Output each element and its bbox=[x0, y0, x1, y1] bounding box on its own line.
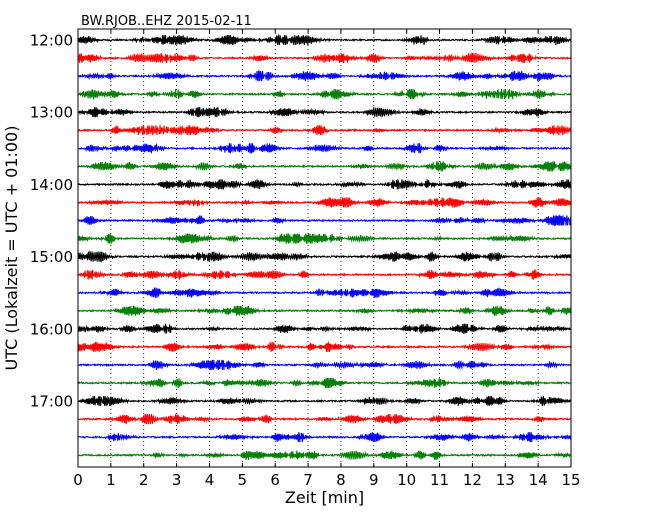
x-tick-label: 12 bbox=[463, 471, 482, 489]
x-tick-labels: 0 1 2 3 4 5 6 7 8 9 10 11 12 13 14 15 bbox=[73, 471, 580, 489]
trace-row-1330 bbox=[77, 143, 572, 154]
x-tick-label: 3 bbox=[172, 471, 182, 489]
x-tick-label: 13 bbox=[496, 471, 515, 489]
y-tick-label: 12:00 bbox=[30, 32, 73, 50]
x-tick-label: 2 bbox=[139, 471, 149, 489]
x-tick-label: 1 bbox=[106, 471, 116, 489]
y-axis-label: UTC (Lokalzeit = UTC + 01:00) bbox=[2, 126, 21, 371]
y-tick-label: 14:00 bbox=[30, 176, 73, 194]
trace-row-1400 bbox=[77, 179, 572, 190]
y-tick-label: 17:00 bbox=[30, 393, 73, 411]
x-tick-label: 10 bbox=[397, 471, 416, 489]
trace-row-1615 bbox=[77, 340, 572, 353]
trace-row-1500 bbox=[77, 249, 572, 263]
trace-row-1730 bbox=[77, 431, 572, 443]
trace-row-1515 bbox=[77, 269, 572, 280]
trace-row-1415 bbox=[77, 197, 572, 208]
x-axis-label: Zeit [min] bbox=[285, 488, 364, 507]
y-tick-labels: 12:00 13:00 14:00 15:00 16:00 17:00 bbox=[30, 32, 73, 411]
axes-frame bbox=[77, 28, 572, 468]
trace-row-1430 bbox=[77, 214, 572, 227]
x-tick-label: 4 bbox=[205, 471, 215, 489]
x-tick-label: 8 bbox=[336, 471, 346, 489]
x-tick-label: 6 bbox=[270, 471, 280, 489]
x-tick-label: 14 bbox=[529, 471, 548, 489]
x-tick-label: 15 bbox=[561, 471, 580, 489]
trace-row-1245 bbox=[77, 88, 572, 100]
axis-ticks bbox=[77, 29, 572, 467]
x-tick-label: 7 bbox=[303, 471, 313, 489]
x-tick-label: 0 bbox=[73, 471, 83, 489]
trace-row-1230 bbox=[77, 70, 572, 82]
trace-row-1715 bbox=[77, 413, 572, 425]
chart-title: BW.RJOB..EHZ 2015-02-11 bbox=[81, 14, 252, 29]
trace-row-1315 bbox=[77, 124, 572, 137]
x-tick-label: 9 bbox=[369, 471, 379, 489]
trace-row-1445 bbox=[77, 233, 572, 244]
trace-row-1300 bbox=[77, 107, 572, 118]
trace-row-1545 bbox=[77, 305, 572, 317]
trace-row-1745 bbox=[77, 450, 572, 461]
trace-row-1215 bbox=[77, 52, 572, 64]
y-tick-label: 15:00 bbox=[30, 248, 73, 266]
trace-row-1645 bbox=[77, 377, 572, 389]
trace-row-1700 bbox=[77, 395, 572, 407]
trace-row-1530 bbox=[77, 287, 572, 298]
trace-series bbox=[77, 33, 572, 461]
y-tick-label: 16:00 bbox=[30, 320, 73, 338]
trace-row-1600 bbox=[77, 323, 572, 335]
x-tick-label: 5 bbox=[238, 471, 248, 489]
trace-row-1630 bbox=[77, 359, 572, 371]
y-tick-label: 13:00 bbox=[30, 104, 73, 122]
trace-row-1345 bbox=[77, 161, 572, 172]
trace-row-1200 bbox=[77, 33, 572, 46]
x-tick-label: 11 bbox=[430, 471, 449, 489]
